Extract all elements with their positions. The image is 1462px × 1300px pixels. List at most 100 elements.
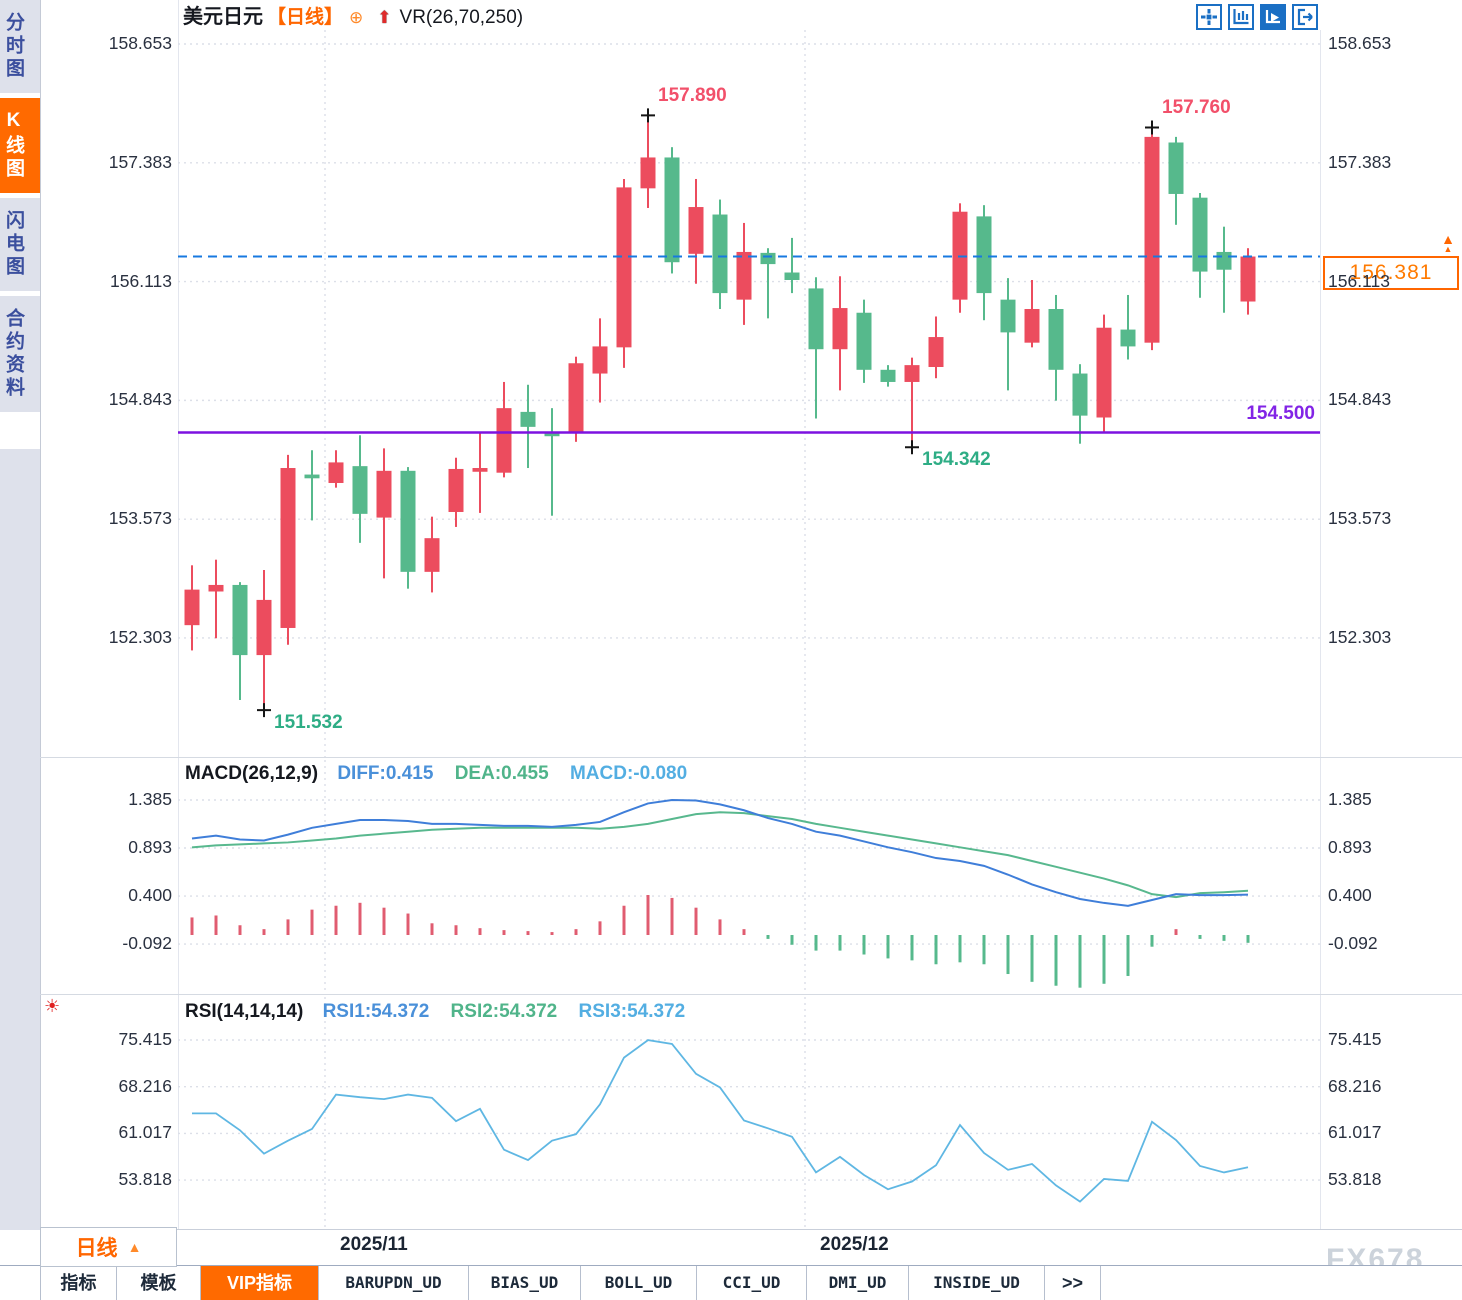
macd-histogram-bar [358, 902, 362, 935]
rsi-line [192, 1039, 1249, 1203]
macd-histogram-bar [550, 932, 554, 935]
macd-histogram-bar [1246, 935, 1250, 943]
extreme-cross-marker [905, 440, 919, 455]
axis-pointer-tool-button[interactable] [1260, 4, 1286, 30]
tab-dmi-ud[interactable]: DMI_UD [807, 1266, 909, 1300]
macd-histogram-bar [502, 930, 506, 935]
candle-body [400, 470, 416, 572]
candle-body [688, 207, 704, 254]
candle-body [1240, 256, 1256, 302]
candle-body [592, 346, 608, 374]
candle-body [208, 584, 224, 592]
candle-body [1168, 142, 1184, 194]
macd-histogram-bar [1102, 935, 1106, 984]
rsi-tick-label: 53.818 [118, 1169, 172, 1190]
price-tick-label: 154.843 [108, 389, 172, 410]
sidebar-item-time-chart[interactable]: 分时图 [0, 0, 40, 98]
axis-scale-tool-button[interactable] [1228, 4, 1254, 30]
period-selector[interactable]: 日线 ▲ [40, 1227, 177, 1267]
sidebar: 分时图 K线图 闪电图 合约资料 [0, 0, 40, 1230]
candle-body [280, 468, 296, 628]
macd-histogram-bar [790, 935, 794, 945]
price-tick-label: 158.653 [1328, 33, 1392, 53]
tab-vip-indicator[interactable]: VIP指标 [201, 1266, 319, 1300]
tab-cci-ud[interactable]: CCI_UD [697, 1266, 807, 1300]
price-tick-label: 152.303 [1328, 626, 1392, 647]
crosshair-icon [1201, 9, 1217, 25]
candle-body [376, 470, 392, 518]
exit-view-tool-button[interactable] [1292, 4, 1318, 30]
candle-body [784, 272, 800, 281]
candle-body [1144, 136, 1160, 343]
tab-bias-ud[interactable]: BIAS_UD [469, 1266, 581, 1300]
macd-tick-label: 0.893 [128, 836, 172, 857]
sidebar-item-kline-chart[interactable]: K线图 [0, 98, 40, 198]
candle-body [928, 337, 944, 367]
candle-body [232, 584, 248, 656]
high-annotation-157890: 157.890 [658, 85, 727, 106]
macd-histogram-bar [478, 928, 482, 935]
rsi-tick-label: 75.415 [118, 1029, 172, 1049]
rsi2-value: RSI2:54.372 [450, 1001, 558, 1022]
sun-icon[interactable]: ☀ [44, 996, 61, 1016]
tab-barupdn-ud[interactable]: BARUPDN_UD [319, 1266, 469, 1300]
macd-histogram-bar [1174, 929, 1178, 935]
crosshair-tool-button[interactable] [1196, 4, 1222, 30]
macd-histogram-bar [1054, 935, 1058, 986]
extreme-cross-marker [641, 108, 655, 123]
chart-toolbar [1196, 4, 1318, 30]
macd-histogram-bar [238, 925, 242, 935]
candle-body [496, 408, 512, 473]
macd-histogram-bar [190, 917, 194, 935]
macd-histogram-bar [406, 913, 410, 935]
candle-body [664, 157, 680, 263]
rsi-tick-label: 61.017 [1328, 1122, 1382, 1143]
sidebar-spacer [0, 417, 40, 449]
candle-body [544, 433, 560, 437]
macd-histogram-bar [886, 935, 890, 959]
macd-histogram-bar [286, 919, 290, 935]
price-tick-label: 156.113 [1328, 270, 1390, 291]
macd-histogram-bar [718, 919, 722, 935]
macd-histogram-bar [526, 931, 530, 935]
tab-more[interactable]: >> [1045, 1266, 1101, 1300]
macd-histogram-bar [838, 935, 842, 951]
dea-line [191, 811, 1249, 899]
rsi1-value: RSI1:54.372 [322, 1001, 430, 1022]
axis-scale-icon [1233, 9, 1249, 25]
tab-indicator[interactable]: 指标 [41, 1266, 117, 1300]
tab-template[interactable]: 模板 [117, 1266, 201, 1300]
price-tick-label: 157.383 [1328, 151, 1392, 172]
add-overlay-icon[interactable]: ⊕ [349, 8, 364, 27]
low-annotation-154342: 154.342 [922, 449, 991, 470]
candle-body [1024, 308, 1040, 343]
diff-line [191, 798, 1249, 907]
period-selector-label: 日线 [75, 1237, 118, 1260]
axis-pointer-icon [1265, 10, 1280, 24]
price-up-arrow-icon: ▲ ▲ [1441, 231, 1455, 254]
candle-body [472, 468, 488, 472]
tab-inside-ud[interactable]: INSIDE_UD [909, 1266, 1045, 1300]
macd-histogram-bar [622, 905, 626, 935]
macd-histogram-bar [1078, 935, 1082, 988]
tab-boll-ud[interactable]: BOLL_UD [581, 1266, 697, 1300]
candle-body [832, 308, 848, 350]
macd-histogram-bar [598, 921, 602, 935]
candle-body [1096, 327, 1112, 418]
candle-body [1120, 329, 1136, 347]
candle-body [352, 466, 368, 514]
low-annotation-151532: 151.532 [274, 712, 343, 733]
indicator-tab-bar: 指标 模板 VIP指标 BARUPDN_UD BIAS_UD BOLL_UD CCI_UD D… [0, 1265, 1462, 1300]
candle-body [1192, 197, 1208, 272]
candle-body [640, 157, 656, 189]
candle-body [328, 462, 344, 483]
macd-histogram-bar [862, 935, 866, 955]
exit-right-icon [1297, 8, 1313, 26]
sidebar-item-flash-chart[interactable]: 闪电图 [0, 198, 40, 296]
sidebar-item-contract-info[interactable]: 合约资料 [0, 296, 40, 417]
macd-title: MACD(26,12,9) [185, 763, 319, 784]
candle-body [448, 468, 464, 512]
macd-tick-label: 0.400 [1328, 885, 1372, 906]
macd-histogram-bar [1126, 935, 1130, 976]
